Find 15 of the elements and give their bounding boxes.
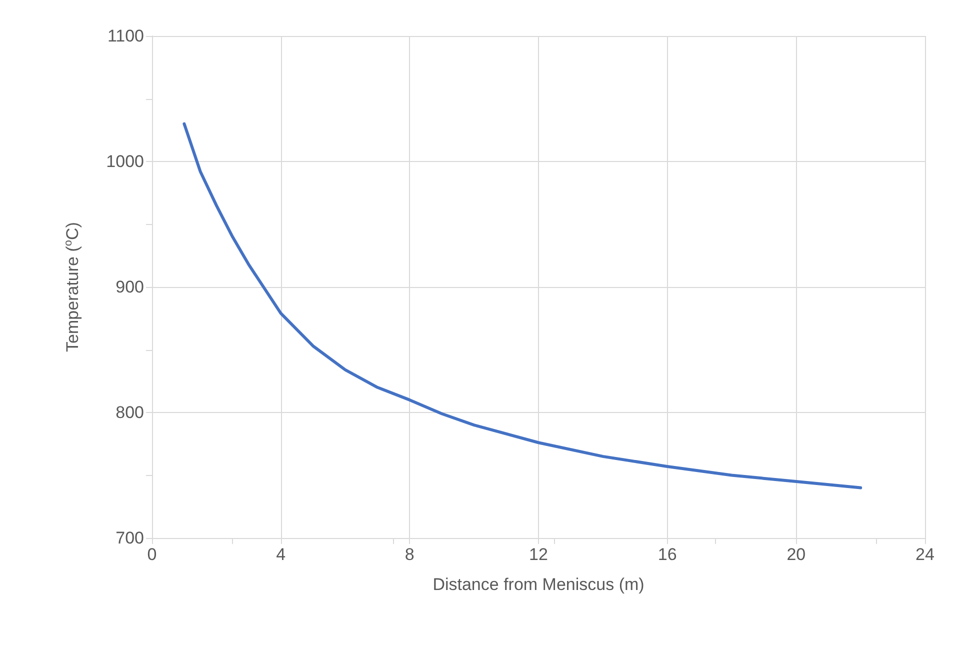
y-tick-label: 800 xyxy=(116,403,144,422)
y-tick-label: 1100 xyxy=(107,26,144,46)
x-axis-title: Distance from Meniscus (m) xyxy=(432,575,644,594)
y-tick-label: 700 xyxy=(116,528,144,548)
y-axis-title: Temperature (oC) xyxy=(62,222,82,352)
x-tick-label: 20 xyxy=(786,545,806,564)
x-tick-label: 8 xyxy=(404,545,414,564)
x-tick-label: 16 xyxy=(658,545,677,564)
line-series xyxy=(182,122,862,490)
y-tick-label: 1000 xyxy=(106,152,144,171)
x-tick-label: 24 xyxy=(916,545,934,564)
x-tick-label: 4 xyxy=(276,545,286,564)
x-tick-label: 12 xyxy=(529,545,548,564)
x-tick-label: 0 xyxy=(147,545,157,564)
y-tick-label: 900 xyxy=(116,278,144,296)
